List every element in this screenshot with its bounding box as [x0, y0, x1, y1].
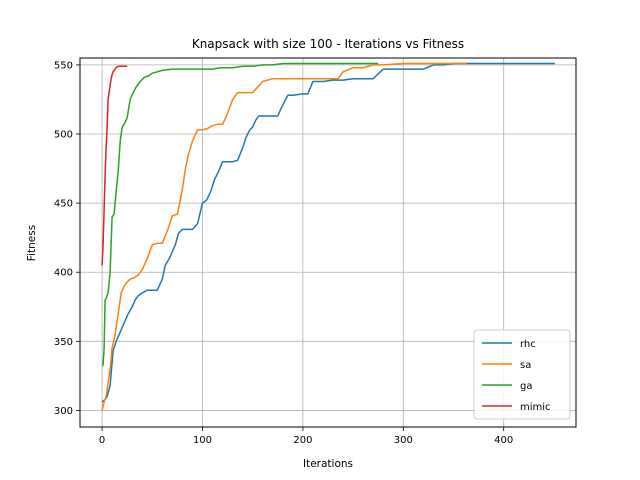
- chart-title: Knapsack with size 100 - Iterations vs F…: [192, 37, 464, 51]
- y-axis-label: Fitness: [26, 225, 38, 261]
- x-tick-label: 100: [193, 435, 212, 446]
- y-tick-label: 300: [54, 406, 73, 417]
- y-tick-label: 550: [54, 60, 73, 71]
- plot-area-frame: [79, 57, 577, 428]
- y-tick-label: 400: [54, 268, 73, 279]
- grid: [80, 58, 576, 427]
- y-tick-label: 500: [54, 130, 73, 141]
- legend-label-ga: ga: [520, 381, 532, 392]
- x-axis-label: Iterations: [303, 458, 353, 470]
- x-tick-label: 0: [99, 435, 105, 446]
- legend-label-mimic: mimic: [520, 402, 551, 413]
- legend-label-rhc: rhc: [520, 339, 536, 350]
- x-tick-label: 200: [293, 435, 312, 446]
- y-tick-label: 350: [54, 337, 73, 348]
- y-tick-label: 450: [54, 199, 73, 210]
- x-tick-label: 300: [394, 435, 413, 446]
- series-line-ga: [101, 62, 379, 367]
- series-lines: [101, 62, 555, 411]
- legend-box: [473, 329, 571, 420]
- series-line-mimic: [101, 65, 128, 266]
- legend-label-sa: sa: [520, 360, 531, 371]
- series-line-rhc: [101, 62, 555, 403]
- series-line-sa: [101, 62, 467, 411]
- legend: rhc sa ga mimic: [473, 329, 571, 420]
- x-tick-label: 400: [494, 435, 513, 446]
- axis-ticks: 0 100 200 300 400 300 350 400 450 500 550: [54, 60, 513, 446]
